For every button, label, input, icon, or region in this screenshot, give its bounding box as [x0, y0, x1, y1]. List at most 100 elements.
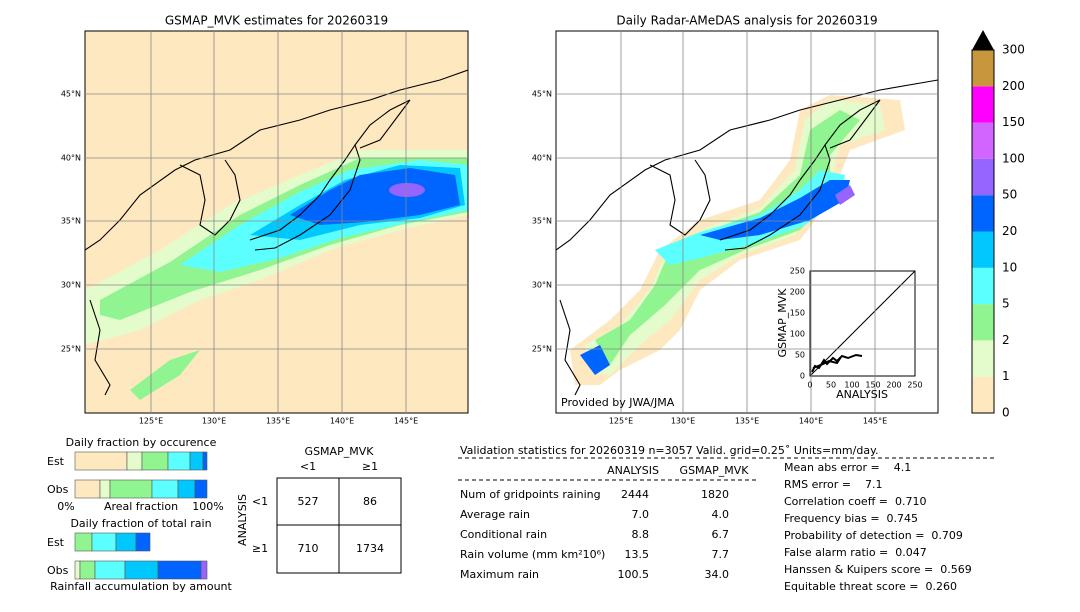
score: Equitable threat score = 0.260	[784, 580, 957, 593]
row-label: Est	[47, 536, 65, 549]
colorbar-label: 100	[1002, 151, 1025, 165]
lat-label: 40°N	[61, 154, 81, 163]
contingency-frame	[276, 477, 402, 574]
score: Hanssen & Kuipers score = 0.569	[784, 563, 972, 576]
colorbar-segment	[972, 340, 994, 377]
stat-value: 6.7	[712, 528, 730, 541]
scatter-x-tick: 200	[886, 381, 901, 390]
axis-label: 100%	[192, 500, 223, 513]
lon-label: 135°E	[266, 417, 290, 426]
row-label: Est	[47, 455, 65, 468]
scatter-x-tick: 150	[865, 381, 880, 390]
colorbar-label: 10	[1002, 260, 1017, 274]
scatter-inset	[809, 270, 916, 377]
lon-label: 130°E	[671, 417, 695, 426]
scatter-xlabel: ANALYSIS	[836, 388, 888, 401]
stat-label: Rain volume (mm km²10⁶)	[460, 548, 605, 561]
lat-label: 25°N	[61, 345, 81, 354]
colorbar-label: 0	[1002, 406, 1010, 420]
scatter-y-tick: 100	[790, 330, 805, 339]
credit: Provided by JWA/JMA	[561, 396, 675, 409]
col-header: GSMAP_MVK	[680, 464, 750, 477]
axis-label: Areal fraction	[104, 500, 178, 513]
fraction-bars	[74, 451, 208, 580]
stat-value: 4.0	[712, 508, 730, 521]
lon-label: 145°E	[394, 417, 418, 426]
lon-label: 135°E	[735, 417, 759, 426]
lon-label: 130°E	[202, 417, 226, 426]
stat-value: 1820	[701, 488, 729, 501]
lat-label: 35°N	[532, 217, 552, 226]
lon-label: 140°E	[799, 417, 823, 426]
colorbar-label: 5	[1002, 297, 1010, 311]
stat-label: Maximum rain	[460, 568, 539, 581]
side-label: ANALYSIS	[236, 494, 249, 546]
lon-label: 140°E	[330, 417, 354, 426]
scatter-x-tick: 50	[826, 381, 836, 390]
score: Frequency bias = 0.745	[784, 512, 918, 525]
cell: 1734	[356, 542, 384, 555]
cell: 86	[363, 495, 377, 508]
colorbar-segment	[972, 195, 994, 232]
scatter-x-tick: 250	[907, 381, 922, 390]
cell: 710	[298, 542, 319, 555]
scatter-y-tick: 250	[790, 267, 805, 276]
row-label: Obs	[47, 483, 69, 496]
colorbar-label: 2	[1002, 333, 1010, 347]
scatter-y-tick: 50	[795, 351, 805, 360]
row-label: <1	[252, 495, 268, 508]
row-label: Obs	[47, 564, 69, 577]
scatter-y-tick: 200	[790, 288, 805, 297]
stat-label: Conditional rain	[460, 528, 547, 541]
colorbar-frame	[971, 49, 995, 414]
colorbar-segment	[972, 267, 994, 305]
colorbar-segment	[972, 122, 994, 159]
stat-value: 13.5	[625, 548, 650, 561]
scatter-y-tick: 0	[800, 372, 805, 381]
map-title: Daily Radar-AMeDAS analysis for 20260319	[616, 14, 877, 28]
stat-label: Num of gridpoints raining	[460, 488, 601, 501]
panel-footer: Rainfall accumulation by amount	[50, 580, 232, 593]
panel-title: Daily fraction of total rain	[70, 517, 211, 530]
lat-label: 40°N	[532, 154, 552, 163]
scatter-y-tick: 150	[790, 309, 805, 318]
colorbar-segment	[972, 158, 994, 196]
col-label: <1	[300, 460, 316, 473]
colorbar-segment	[972, 231, 994, 268]
left-map	[85, 31, 468, 413]
stat-value: 8.8	[632, 528, 650, 541]
colorbar-label: 200	[1002, 79, 1025, 93]
lat-label: 25°N	[532, 345, 552, 354]
cell: 527	[298, 495, 319, 508]
col-label: ≥1	[362, 460, 378, 473]
lat-label: 45°N	[532, 90, 552, 99]
lon-label: 125°E	[139, 417, 163, 426]
lon-label: 125°E	[609, 417, 633, 426]
lon-label: 145°E	[863, 417, 887, 426]
stat-value: 34.0	[705, 568, 730, 581]
score: False alarm ratio = 0.047	[784, 546, 927, 559]
colorbar-label: 20	[1002, 224, 1017, 238]
score: RMS error = 7.1	[784, 478, 882, 491]
stat-value: 100.5	[618, 568, 650, 581]
left-map-frame	[84, 30, 469, 414]
colorbar-segment	[972, 376, 994, 413]
scatter-x-tick: 0	[807, 381, 812, 390]
lat-label: 30°N	[532, 281, 552, 290]
lat-label: 30°N	[61, 281, 81, 290]
colorbar-label: 150	[1002, 115, 1025, 129]
stat-value: 2444	[621, 488, 649, 501]
panel-title: Daily fraction by occurence	[66, 436, 217, 449]
stat-label: Average rain	[460, 508, 530, 521]
row-label: ≥1	[252, 542, 268, 555]
colorbar-segment	[972, 86, 994, 123]
validation-header: Validation statistics for 20260319 n=305…	[460, 444, 879, 457]
scatter-ylabel: GSMAP_MVK	[776, 288, 789, 358]
lat-label: 35°N	[61, 217, 81, 226]
scatter-x-tick: 100	[844, 381, 859, 390]
score: Probability of detection = 0.709	[784, 529, 963, 542]
colorbar-segment	[972, 304, 994, 341]
colorbar-extend	[972, 30, 994, 50]
colorbar-label: 50	[1002, 188, 1017, 202]
